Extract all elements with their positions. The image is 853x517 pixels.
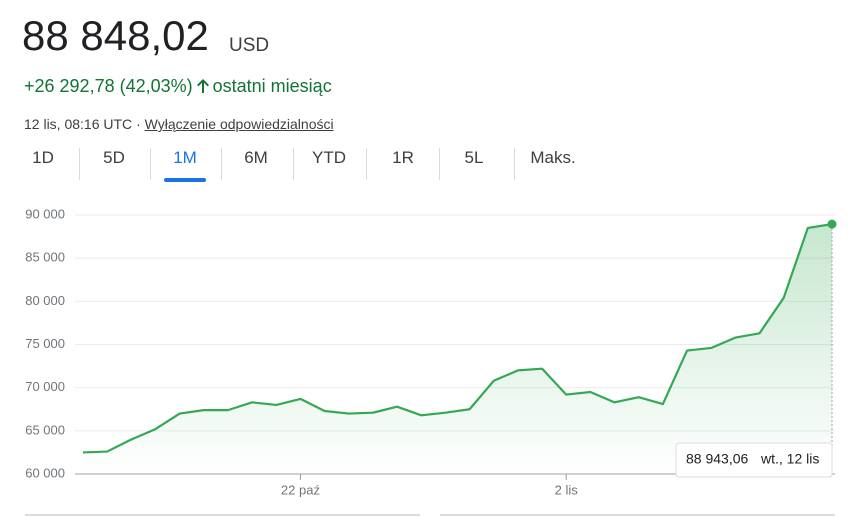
tab-separator (292, 148, 294, 180)
range-tab[interactable]: YTD (312, 148, 346, 167)
tooltip-value: 88 943,06 (686, 451, 748, 467)
change: +26 292,78 (42,03%) (24, 76, 193, 96)
range-tab[interactable]: 5L (464, 148, 484, 167)
tab-separator (513, 148, 515, 180)
y-tick-label: 70 000 (25, 379, 65, 394)
tooltip-box (675, 442, 833, 478)
period: ostatni miesiąc (212, 76, 332, 96)
tab-separator (366, 148, 367, 180)
disclaimer-link[interactable]: Wyłączenie odpowiedzialności (144, 116, 334, 132)
y-tick-label: 75 000 (25, 336, 65, 351)
y-tick-label: 85 000 (25, 250, 65, 265)
tooltip-date: wt., 12 lis (760, 451, 819, 467)
range-tab[interactable]: 1R (392, 148, 414, 167)
end-point (827, 219, 837, 229)
separator: · (136, 116, 141, 132)
y-tick-label: 60 000 (25, 465, 65, 480)
tab-underline (164, 178, 206, 182)
y-tick-label: 65 000 (25, 422, 65, 437)
change-row: +26 292,78 (42,03%) ostatni miesiąc (24, 76, 332, 97)
range-tab[interactable]: 1D (32, 148, 54, 167)
x-tick-label: 22 paź (281, 482, 320, 497)
tab-separator (438, 148, 440, 180)
area-fill (83, 224, 832, 474)
tab-separator (220, 148, 222, 180)
range-tab[interactable]: 6M (244, 148, 268, 167)
range-tab[interactable]: 1M (173, 148, 197, 167)
price: 88 848,02 (22, 12, 209, 59)
tab-separator (78, 148, 80, 180)
y-tick-label: 90 000 (25, 206, 65, 221)
tab-separator (149, 148, 151, 180)
tooltip: 88 943,06 wt., 12 lis (675, 442, 833, 478)
chart: 60 000 65 000 70 000 75 000 80 000 85 000 90 0… (25, 206, 837, 516)
currency: USD (229, 35, 270, 56)
price-line (82, 223, 833, 454)
timestamp: 12 lis, 08:16 UTC (24, 116, 133, 132)
timestamp-row: 12 lis, 08:16 UTC · Wyłączenie odpowiedz… (24, 116, 334, 132)
y-tick-label: 80 000 (25, 293, 65, 308)
range-tab[interactable]: Maks. (530, 148, 576, 167)
up-arrow (196, 79, 209, 93)
range-tabs: 1D 5D 1M 6M YTD 1R 5L Maks. (0, 148, 620, 182)
range-tab[interactable]: 5D (103, 148, 125, 167)
x-tick-label: 2 lis (555, 482, 579, 497)
